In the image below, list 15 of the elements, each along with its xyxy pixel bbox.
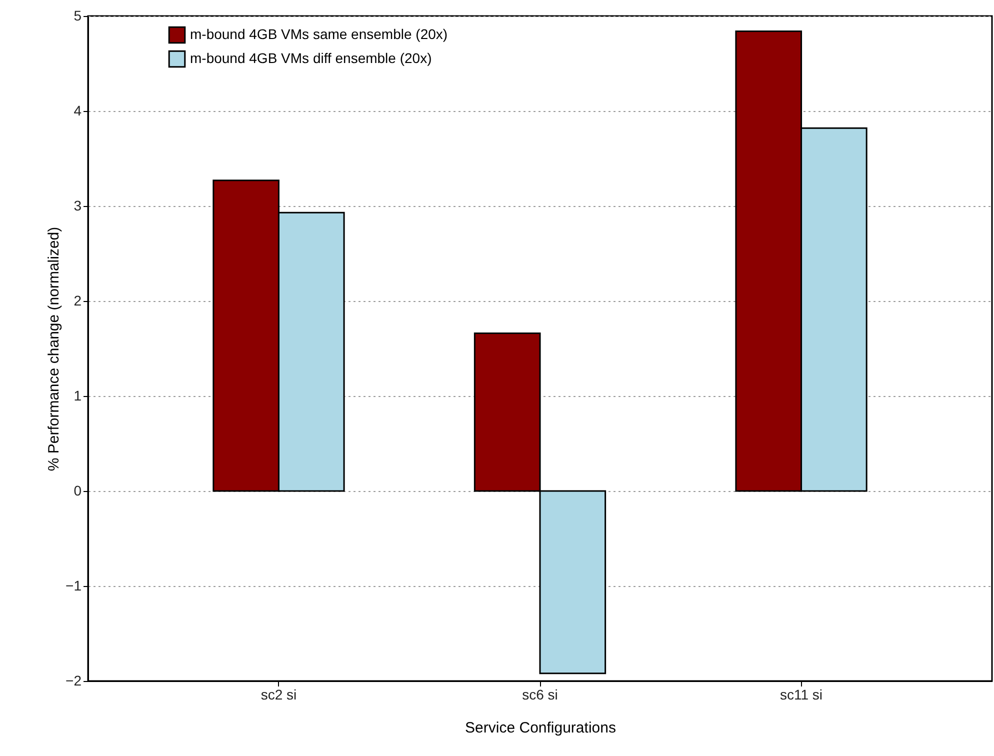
y-tick-label: 5 <box>74 8 82 24</box>
y-tick-label: −1 <box>66 578 82 594</box>
y-axis-title: % Performance change (normalized) <box>46 226 63 472</box>
x-axis-title: Service Configurations <box>465 720 616 736</box>
legend-label: m-bound 4GB VMs diff ensemble (20x) <box>190 50 432 66</box>
y-tick-label: 2 <box>74 292 82 308</box>
x-tick-label: sc2 si <box>260 686 297 702</box>
legend-label: m-bound 4GB VMs same ensemble (20x) <box>190 26 448 42</box>
y-tick-label: 3 <box>74 198 82 214</box>
y-tick-label: 4 <box>74 102 82 118</box>
x-tick-label: sc11 si <box>780 686 823 702</box>
y-tick-label: 1 <box>74 388 82 404</box>
y-tick-label: 0 <box>74 482 82 498</box>
x-tick-label: sc6 si <box>522 686 558 702</box>
y-tick-label: −2 <box>66 672 82 688</box>
